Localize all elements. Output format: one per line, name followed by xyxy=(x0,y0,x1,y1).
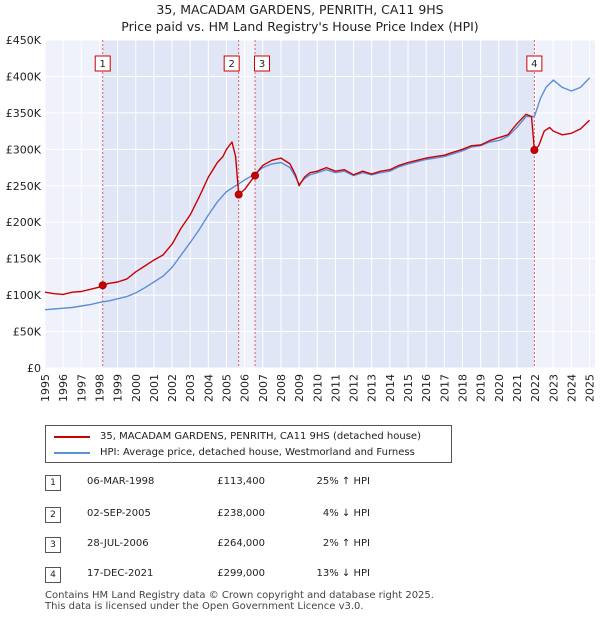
transaction-number: 1 xyxy=(45,475,61,491)
property-price-line xyxy=(44,113,591,296)
y-tick-label: £350K xyxy=(6,107,42,120)
x-tick-label: 2001 xyxy=(148,374,161,402)
transaction-date: 02-SEP-2005 xyxy=(87,508,151,519)
x-tick-label: 1999 xyxy=(112,374,125,402)
x-tick-label: 2000 xyxy=(130,374,143,402)
x-tick-label: 2004 xyxy=(202,374,215,402)
x-tick-label: 2020 xyxy=(493,374,506,402)
x-tick-label: 1995 xyxy=(39,374,52,402)
y-tick-label: £250K xyxy=(6,180,42,193)
transaction-point xyxy=(530,146,539,155)
transaction-label-box xyxy=(526,55,543,72)
transaction-hpi-diff: 4% ↓ HPI xyxy=(322,508,370,519)
footer-line-2: This data is licensed under the Open Gov… xyxy=(45,601,364,612)
transaction-date: 06-MAR-1998 xyxy=(87,476,155,487)
x-tick-label: 2014 xyxy=(384,374,397,402)
ownership-span xyxy=(255,40,535,368)
x-tick-label: 1998 xyxy=(93,374,106,402)
x-tick-label: 2022 xyxy=(529,374,542,402)
x-tick-label: 2011 xyxy=(329,374,342,402)
x-tick-label: 2006 xyxy=(239,374,252,402)
y-tick-label: £200K xyxy=(6,216,42,229)
x-tick-label: 2015 xyxy=(402,374,415,402)
y-tick-label: £450K xyxy=(6,34,42,47)
x-tick-label: 2025 xyxy=(584,374,597,402)
legend-swatch-hpi xyxy=(54,451,90,454)
x-tick-label: 2013 xyxy=(366,374,379,402)
y-tick-label: £0 xyxy=(27,362,41,375)
transaction-label-number: 1 xyxy=(100,59,106,70)
x-tick-label: 2002 xyxy=(166,374,179,402)
transaction-number: 2 xyxy=(45,507,61,523)
footer-line-1: Contains HM Land Registry data © Crown c… xyxy=(45,590,434,601)
transaction-point xyxy=(234,190,243,199)
transaction-row: 2 02-SEP-2005 £238,000 4% ↓ HPI xyxy=(45,507,405,525)
transaction-label-box xyxy=(223,55,240,72)
transaction-row: 1 06-MAR-1998 £113,400 25% ↑ HPI xyxy=(45,475,405,493)
transaction-point xyxy=(251,171,260,180)
legend-item-hpi: HPI: Average price, detached house, West… xyxy=(54,447,415,458)
transaction-label-number: 3 xyxy=(259,59,265,70)
transaction-point xyxy=(98,281,107,290)
price-chart: £0 £50K £100K £150K £200K £250K £300K £350K £400… xyxy=(6,34,597,402)
x-tick-label: 2019 xyxy=(475,374,488,402)
x-tick-label: 2016 xyxy=(420,374,433,402)
ownership-span xyxy=(102,40,239,368)
legend-label-property: 35, MACADAM GARDENS, PENRITH, CA11 9HS (… xyxy=(100,431,421,442)
y-tick-label: £50K xyxy=(13,326,42,339)
chart-title: 35, MACADAM GARDENS, PENRITH, CA11 9HS xyxy=(156,2,444,17)
x-tick-label: 2018 xyxy=(456,374,469,402)
transaction-hpi-diff: 25% ↑ HPI xyxy=(316,476,370,487)
legend-item-property: 35, MACADAM GARDENS, PENRITH, CA11 9HS (… xyxy=(54,431,421,442)
x-tick-label: 2009 xyxy=(293,374,306,402)
transaction-label-box xyxy=(94,55,111,72)
transaction-date: 17-DEC-2021 xyxy=(87,568,154,579)
transaction-price: £264,000 xyxy=(217,538,265,549)
transaction-date: 28-JUL-2006 xyxy=(87,538,149,549)
transaction-label-number: 4 xyxy=(531,59,537,70)
transaction-row: 3 28-JUL-2006 £264,000 2% ↑ HPI xyxy=(45,537,405,555)
x-tick-label: 1996 xyxy=(57,374,70,402)
transaction-number: 3 xyxy=(45,537,61,553)
x-tick-label: 2024 xyxy=(565,374,578,402)
footer-attribution: Contains HM Land Registry data © Crown c… xyxy=(45,590,434,612)
x-tick-label: 2023 xyxy=(547,374,560,402)
x-tick-label: 2005 xyxy=(221,374,234,402)
transaction-hpi-diff: 13% ↓ HPI xyxy=(316,568,370,579)
transaction-row: 4 17-DEC-2021 £299,000 13% ↓ HPI xyxy=(45,567,405,585)
y-tick-label: £400K xyxy=(6,70,42,83)
legend-swatch-property xyxy=(54,435,90,438)
x-tick-label: 2017 xyxy=(438,374,451,402)
transaction-price: £238,000 xyxy=(217,508,265,519)
chart-subtitle: Price paid vs. HM Land Registry's House … xyxy=(121,19,479,34)
x-tick-label: 2021 xyxy=(511,374,524,402)
legend-label-hpi: HPI: Average price, detached house, West… xyxy=(100,447,415,458)
y-tick-label: £300K xyxy=(6,143,42,156)
x-tick-label: 2012 xyxy=(348,374,361,402)
transaction-price: £299,000 xyxy=(217,568,265,579)
x-tick-label: 2008 xyxy=(275,374,288,402)
transaction-label-box xyxy=(254,55,271,72)
x-tick-label: 2010 xyxy=(311,374,324,402)
x-tick-label: 2007 xyxy=(257,374,270,402)
transaction-hpi-diff: 2% ↑ HPI xyxy=(322,538,370,549)
transaction-number: 4 xyxy=(45,567,61,583)
y-tick-label: £100K xyxy=(6,289,42,302)
x-tick-label: 1997 xyxy=(75,374,88,402)
hpi-line xyxy=(44,77,591,311)
y-tick-label: £150K xyxy=(6,253,42,266)
x-tick-label: 2003 xyxy=(184,374,197,402)
chart-legend: 35, MACADAM GARDENS, PENRITH, CA11 9HS (… xyxy=(45,425,452,463)
transaction-label-number: 2 xyxy=(228,59,234,70)
transaction-price: £113,400 xyxy=(217,476,265,487)
